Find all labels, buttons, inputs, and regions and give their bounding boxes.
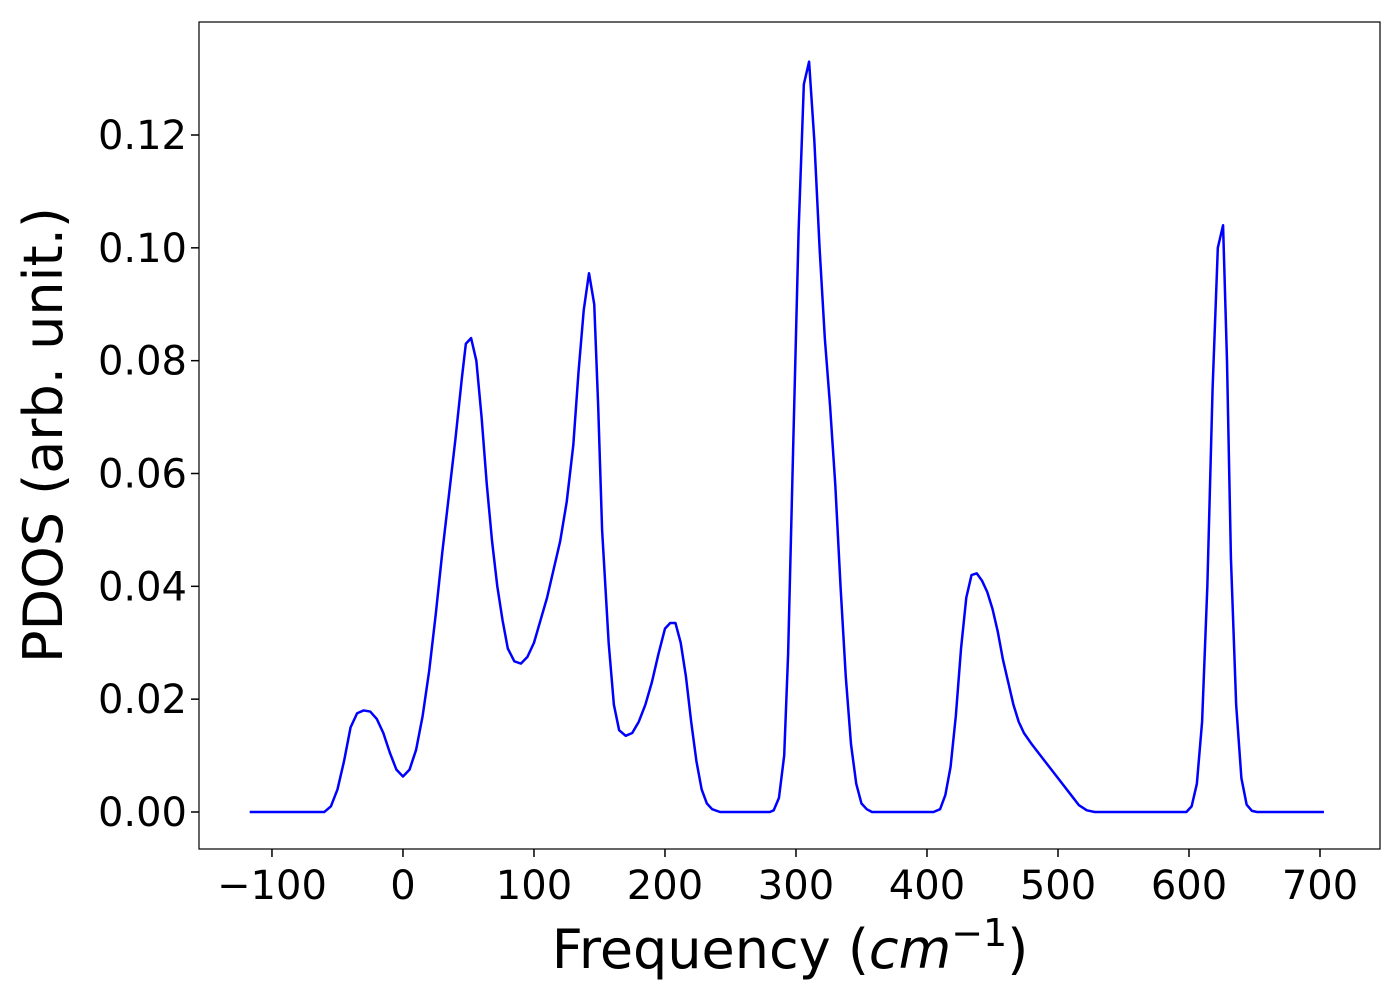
x-label-exponent: −1 bbox=[951, 911, 1007, 955]
x-label-unit: cm bbox=[869, 918, 951, 981]
x-tick-label: 600 bbox=[1151, 863, 1227, 909]
x-tick-label: 100 bbox=[496, 863, 572, 909]
x-tick-label: 200 bbox=[627, 863, 703, 909]
x-tick-label: 300 bbox=[758, 863, 834, 909]
x-label-close: ) bbox=[1007, 918, 1028, 981]
x-tick-label: −100 bbox=[217, 863, 327, 909]
y-tick-label: 0.00 bbox=[98, 790, 187, 836]
x-label-text: Frequency ( bbox=[552, 918, 869, 981]
y-axis-label: PDOS (arb. unit.) bbox=[12, 207, 75, 663]
data-line bbox=[249, 60, 1324, 814]
y-tick-label: 0.10 bbox=[98, 226, 187, 272]
x-tick-label: 400 bbox=[889, 863, 965, 909]
plot-frame bbox=[198, 21, 1381, 850]
y-tick-label: 0.04 bbox=[98, 564, 187, 610]
y-tick-label: 0.12 bbox=[98, 113, 187, 159]
y-tick-label: 0.02 bbox=[98, 677, 187, 723]
x-tick-label: 500 bbox=[1020, 863, 1096, 909]
x-tick-label: 0 bbox=[390, 863, 415, 909]
y-tick-label: 0.06 bbox=[98, 451, 187, 497]
y-tick-label: 0.08 bbox=[98, 339, 187, 385]
x-tick-label: 700 bbox=[1282, 863, 1358, 909]
x-axis-label: Frequency (cm−1) bbox=[552, 911, 1029, 981]
